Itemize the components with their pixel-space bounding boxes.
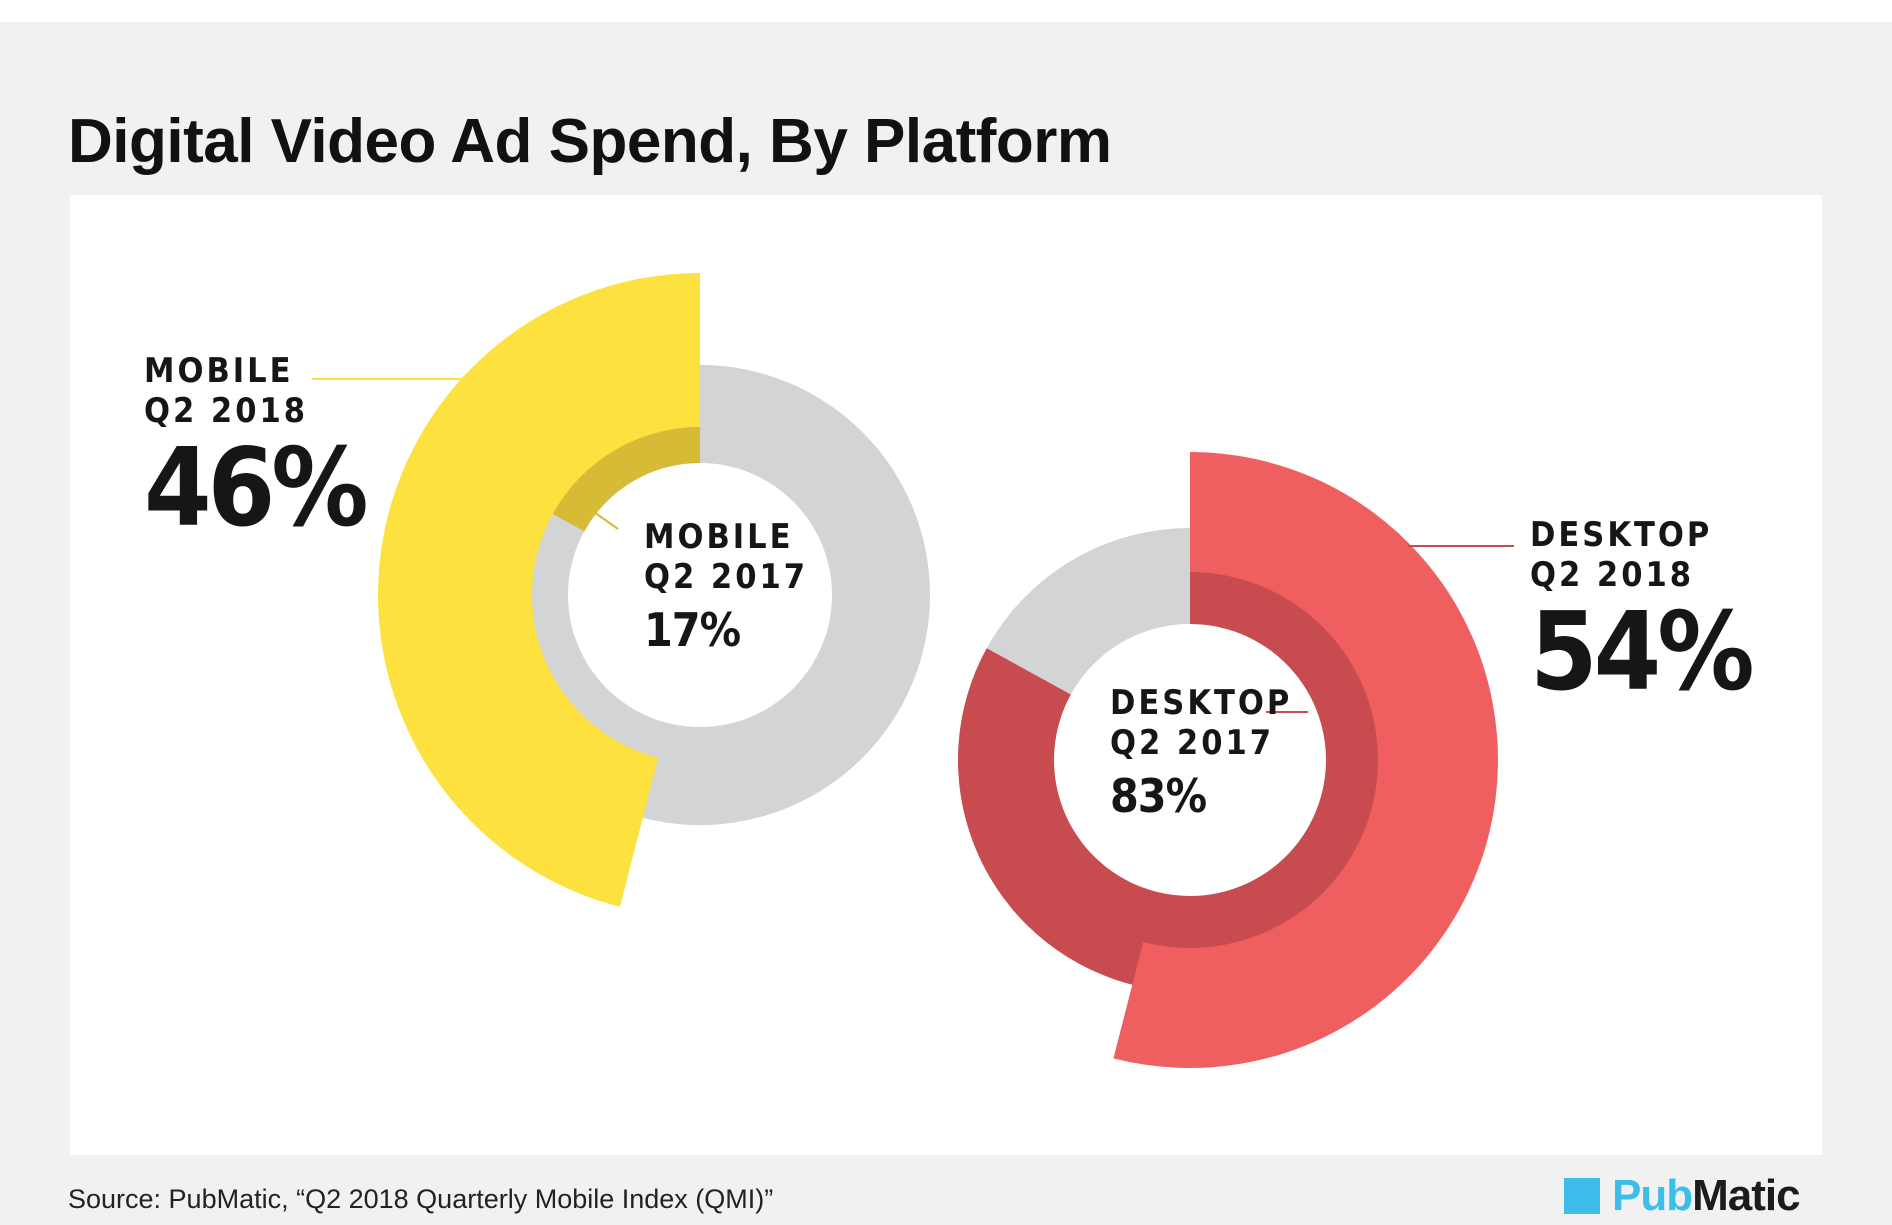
mobile-q2-2017-period: Q2 2017	[644, 557, 809, 598]
mobile-q2-2018-category: MOBILE	[144, 351, 294, 391]
mobile-q2-2017-leader-line	[569, 494, 619, 530]
pubmatic-logo: PubMatic	[1564, 1171, 1801, 1220]
mobile-q2-2018-value: 46%	[144, 426, 369, 552]
desktop-q2-2018-category: DESKTOP	[1530, 515, 1713, 555]
desktop-q2-2017-value: 83%	[1110, 769, 1207, 824]
donut-charts-svg	[312, 273, 1514, 1068]
desktop-q2-2018-arc	[1113, 452, 1498, 1068]
logo-wordmark-matic: Matic	[1692, 1171, 1800, 1220]
source-note: Source: PubMatic, “Q2 2018 Quarterly Mob…	[68, 1184, 774, 1214]
desktop-donut	[957, 452, 1514, 1068]
infographic-frame: Digital Video Ad Spend, By Platform M	[0, 22, 1892, 1225]
desktop-q2-2018-label: DESKTOP Q2 2018 54%	[1530, 515, 1755, 716]
logo-square-icon	[1564, 1178, 1600, 1214]
desktop-q2-2017-period: Q2 2017	[1110, 723, 1275, 764]
mobile-donut	[312, 273, 930, 907]
mobile-q2-2017-label: MOBILE Q2 2017 17%	[644, 517, 808, 653]
mobile-q2-2017-value: 17%	[644, 603, 741, 658]
desktop-q2-2018-value: 54%	[1530, 590, 1755, 716]
desktop-q2-2017-label: DESKTOP Q2 2017 83%	[1110, 683, 1292, 819]
chart-panel: MOBILE Q2 2018 46% MOBILE Q2 2017 17% DE…	[70, 195, 1822, 1155]
desktop-q2-2017-arc	[957, 528, 1422, 992]
mobile-q2-2018-arc	[377, 273, 700, 907]
chart-title: Digital Video Ad Spend, By Platform	[68, 107, 1112, 176]
mobile-q2-2018-period: Q2 2018	[144, 391, 309, 432]
desktop-q2-2017-category: DESKTOP	[1110, 683, 1293, 723]
logo-wordmark: PubMatic	[1612, 1171, 1801, 1220]
mobile-q2-2017-category: MOBILE	[644, 517, 794, 557]
desktop-q2-2018-period: Q2 2018	[1530, 555, 1695, 596]
logo-wordmark-pub: Pub	[1612, 1171, 1693, 1220]
mobile-q2-2018-label: MOBILE Q2 2018 46%	[144, 351, 369, 552]
